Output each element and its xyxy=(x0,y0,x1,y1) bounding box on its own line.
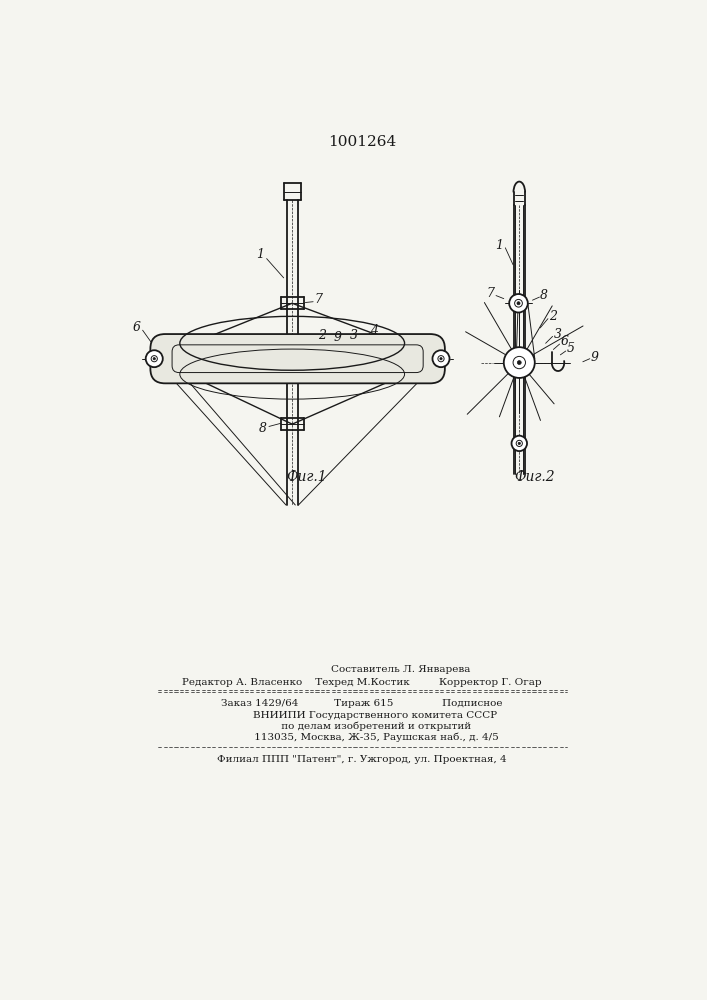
Text: Филиал ППП "Патент", г. Ужгород, ул. Проектная, 4: Филиал ППП "Патент", г. Ужгород, ул. Про… xyxy=(217,755,507,764)
Circle shape xyxy=(509,294,528,312)
Text: Составитель Л. Январева: Составитель Л. Январева xyxy=(253,665,471,674)
Circle shape xyxy=(516,440,522,446)
Text: 8: 8 xyxy=(259,422,267,434)
Text: 7: 7 xyxy=(486,287,494,300)
Circle shape xyxy=(433,350,450,367)
Circle shape xyxy=(440,358,442,360)
Text: 2: 2 xyxy=(317,329,326,342)
Circle shape xyxy=(438,356,444,362)
Text: 7: 7 xyxy=(315,293,322,306)
Text: 6: 6 xyxy=(133,321,141,334)
Text: по делам изобретений и открытий: по делам изобретений и открытий xyxy=(252,721,472,731)
Text: 3: 3 xyxy=(554,328,561,341)
Text: 113035, Москва, Ж-35, Раушская наб., д. 4/5: 113035, Москва, Ж-35, Раушская наб., д. … xyxy=(225,732,499,742)
Text: Фиг.2: Фиг.2 xyxy=(515,470,555,484)
Circle shape xyxy=(518,442,520,445)
Circle shape xyxy=(518,361,521,364)
Circle shape xyxy=(512,436,527,451)
Text: 8: 8 xyxy=(540,289,548,302)
Text: Заказ 1429/64           Тираж 615               Подписное: Заказ 1429/64 Тираж 615 Подписное xyxy=(221,699,503,708)
Text: 9: 9 xyxy=(590,351,599,364)
Circle shape xyxy=(504,347,534,378)
Text: 6: 6 xyxy=(561,335,568,348)
Text: 5: 5 xyxy=(566,342,575,355)
Text: 1: 1 xyxy=(495,239,503,252)
Text: 3: 3 xyxy=(351,329,358,342)
FancyBboxPatch shape xyxy=(151,334,445,383)
Circle shape xyxy=(517,302,520,305)
Circle shape xyxy=(515,299,522,307)
Text: 2: 2 xyxy=(549,310,556,323)
Text: 4: 4 xyxy=(370,324,378,337)
Circle shape xyxy=(151,356,158,362)
Text: ВНИИПИ Государственного комитета СССР: ВНИИПИ Государственного комитета СССР xyxy=(227,711,497,720)
Text: 1001264: 1001264 xyxy=(328,135,396,149)
Circle shape xyxy=(153,358,156,360)
Text: Фиг.1: Фиг.1 xyxy=(286,470,327,484)
Text: Редактор А. Власенко    Техред М.Костик         Корректор Г. Огар: Редактор А. Власенко Техред М.Костик Кор… xyxy=(182,678,542,687)
Text: 9: 9 xyxy=(333,331,341,344)
Circle shape xyxy=(513,356,525,369)
Circle shape xyxy=(146,350,163,367)
Text: 1: 1 xyxy=(257,248,264,261)
